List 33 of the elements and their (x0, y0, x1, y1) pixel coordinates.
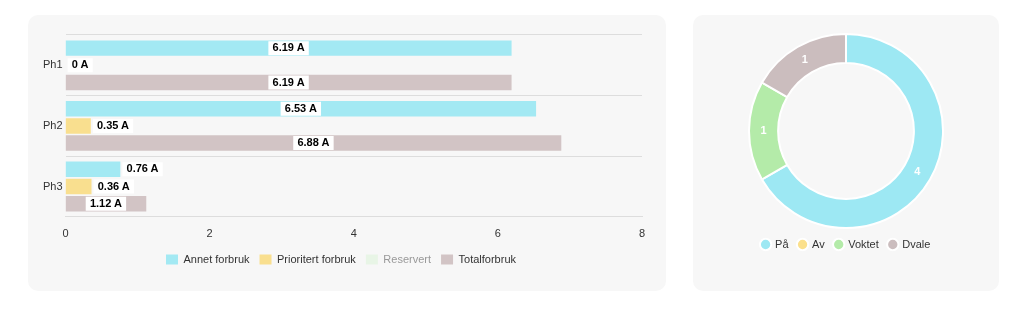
y-tick-label: Ph2 (42, 118, 63, 131)
x-tick-label: 8 (638, 227, 646, 240)
legend-label: Voktet (848, 237, 879, 250)
legend-label: Prioritert forbruk (277, 252, 357, 265)
y-tick-label: Ph1 (42, 58, 63, 71)
legend-label: Dvale (902, 237, 931, 250)
data-label: 1.12 A (89, 196, 122, 209)
data-label: 0 A (71, 58, 89, 71)
x-tick-label: 4 (350, 227, 357, 240)
data-label: 6.19 A (272, 75, 305, 88)
x-tick-label: 0 (62, 227, 69, 240)
legend-label: Totalforbruk (458, 252, 517, 265)
y-tick-label: Ph3 (42, 179, 63, 192)
data-label: 0.35 A (96, 118, 130, 131)
data-label: 1 (801, 52, 808, 65)
data-label: 0.36 A (97, 179, 130, 192)
data-label: 6.88 A (297, 136, 330, 149)
x-tick-label: 2 (206, 227, 213, 240)
data-label: 1 (760, 124, 767, 137)
bar (65, 74, 512, 91)
bar (65, 118, 91, 134)
legend-label: Av (812, 237, 826, 250)
data-label: 6.19 A (272, 41, 305, 54)
legend-label: På (775, 237, 790, 250)
legend-label: Annet forbruk (183, 252, 251, 265)
data-label: 6.53 A (284, 101, 317, 114)
legend-label: Reservert (383, 252, 432, 265)
data-label: 4 (914, 165, 922, 178)
bar (65, 135, 562, 151)
x-tick-label: 6 (494, 227, 501, 240)
bar (65, 101, 537, 117)
bar (65, 40, 512, 56)
data-label: 0.76 A (126, 162, 159, 175)
